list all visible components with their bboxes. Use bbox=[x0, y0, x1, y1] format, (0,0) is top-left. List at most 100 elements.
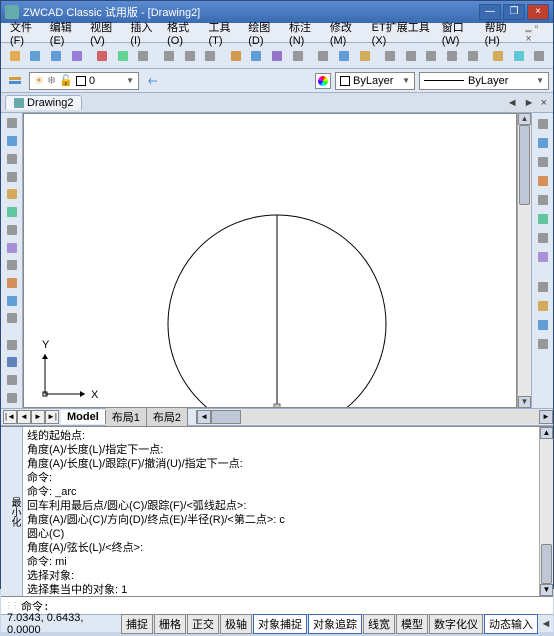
draw-tool-5[interactable] bbox=[3, 204, 21, 221]
draw-tool-0[interactable] bbox=[3, 115, 21, 132]
menu-insert[interactable]: 插入(I) bbox=[125, 17, 162, 49]
modify-tool-0[interactable] bbox=[534, 115, 552, 133]
toolbar-button-7[interactable] bbox=[159, 46, 179, 66]
toolbar-button-9[interactable] bbox=[200, 46, 220, 66]
menu-ext[interactable]: ET扩展工具(X) bbox=[367, 17, 437, 49]
modify-tool-10[interactable] bbox=[534, 316, 552, 334]
layer-prev-button[interactable] bbox=[143, 71, 163, 91]
menu-file[interactable]: 文件(F) bbox=[5, 17, 45, 49]
toolbar-button-3[interactable] bbox=[67, 46, 87, 66]
command-history[interactable]: 线的起始点:角度(A)/长度(L)/指定下一点:角度(A)/长度(L)/跟踪(F… bbox=[23, 427, 539, 596]
menu-modify[interactable]: 修改(M) bbox=[325, 17, 367, 49]
toolbar-button-18[interactable] bbox=[401, 46, 421, 66]
modify-tool-6[interactable] bbox=[534, 229, 552, 247]
draw-tool-14[interactable] bbox=[3, 372, 21, 389]
vscroll-down[interactable]: ▼ bbox=[518, 396, 531, 408]
mtab-next[interactable]: ► bbox=[31, 410, 45, 424]
modify-tool-3[interactable] bbox=[534, 172, 552, 190]
status-模型[interactable]: 模型 bbox=[396, 614, 428, 634]
linetype-select[interactable]: ByLayer▼ bbox=[419, 72, 549, 90]
draw-tool-3[interactable] bbox=[3, 168, 21, 185]
color-swatch[interactable] bbox=[315, 73, 331, 89]
toolbar-button-19[interactable] bbox=[421, 46, 441, 66]
toolbar-button-24[interactable] bbox=[530, 46, 550, 66]
menu-view[interactable]: 视图(V) bbox=[85, 17, 125, 49]
canvas-hscroll[interactable]: ◄ ► bbox=[196, 410, 553, 424]
hscroll-right[interactable]: ► bbox=[539, 410, 553, 424]
modify-tool-4[interactable] bbox=[534, 191, 552, 209]
toolbar-button-15[interactable] bbox=[334, 46, 354, 66]
mtab-first[interactable]: |◄ bbox=[3, 410, 17, 424]
tab-layout1[interactable]: 布局1 bbox=[106, 408, 147, 426]
toolbar-button-2[interactable] bbox=[46, 46, 66, 66]
cmd-grip[interactable]: ⋮⋮ bbox=[5, 601, 21, 610]
toolbar-button-21[interactable] bbox=[463, 46, 483, 66]
toolbar-button-10[interactable] bbox=[226, 46, 246, 66]
menubar-mdi-close[interactable]: ‗ ▫ × bbox=[520, 19, 549, 47]
menu-help[interactable]: 帮助(H) bbox=[480, 17, 521, 49]
color-select[interactable]: ByLayer▼ bbox=[335, 72, 415, 90]
draw-tool-11[interactable] bbox=[3, 310, 21, 327]
cmd-vscroll-thumb[interactable] bbox=[541, 544, 552, 584]
toolbar-button-6[interactable] bbox=[134, 46, 154, 66]
toolbar-button-16[interactable] bbox=[355, 46, 375, 66]
toolbar-button-4[interactable] bbox=[92, 46, 112, 66]
modify-tool-8[interactable] bbox=[534, 278, 552, 296]
draw-tool-13[interactable] bbox=[3, 354, 21, 371]
draw-tool-9[interactable] bbox=[3, 275, 21, 292]
modify-tool-7[interactable] bbox=[534, 248, 552, 266]
status-捕捉[interactable]: 捕捉 bbox=[121, 614, 153, 634]
toolbar-button-12[interactable] bbox=[267, 46, 287, 66]
status-线宽[interactable]: 线宽 bbox=[363, 614, 395, 634]
menu-tools[interactable]: 工具(T) bbox=[203, 17, 243, 49]
modify-tool-9[interactable] bbox=[534, 297, 552, 315]
mtab-prev[interactable]: ◄ bbox=[17, 410, 31, 424]
modify-tool-1[interactable] bbox=[534, 134, 552, 152]
toolbar-button-23[interactable] bbox=[509, 46, 529, 66]
draw-tool-7[interactable] bbox=[3, 239, 21, 256]
tab-layout2[interactable]: 布局2 bbox=[147, 408, 188, 426]
vscroll-up[interactable]: ▲ bbox=[518, 113, 531, 125]
status-动态输入[interactable]: 动态输入 bbox=[484, 614, 538, 634]
command-input[interactable] bbox=[50, 600, 549, 612]
tab-close[interactable]: × bbox=[539, 97, 549, 109]
cmd-vscroll[interactable]: ▲ ▼ bbox=[539, 427, 553, 596]
modify-tool-2[interactable] bbox=[534, 153, 552, 171]
modify-tool-5[interactable] bbox=[534, 210, 552, 228]
menu-draw[interactable]: 绘图(D) bbox=[243, 17, 284, 49]
status-对象追踪[interactable]: 对象追踪 bbox=[308, 614, 362, 634]
status-数字化仪[interactable]: 数字化仪 bbox=[429, 614, 483, 634]
status-栅格[interactable]: 栅格 bbox=[154, 614, 186, 634]
cmd-vscroll-up[interactable]: ▲ bbox=[540, 427, 553, 439]
mtab-last[interactable]: ►| bbox=[45, 410, 59, 424]
status-极轴[interactable]: 极轴 bbox=[220, 614, 252, 634]
toolbar-button-8[interactable] bbox=[180, 46, 200, 66]
toolbar-button-13[interactable] bbox=[288, 46, 308, 66]
toolbar-button-14[interactable] bbox=[313, 46, 333, 66]
layer-manager-button[interactable] bbox=[5, 71, 25, 91]
modify-tool-11[interactable] bbox=[534, 335, 552, 353]
toolbar-button-0[interactable] bbox=[5, 46, 25, 66]
cmd-vscroll-down[interactable]: ▼ bbox=[540, 584, 553, 596]
toolbar-button-22[interactable] bbox=[488, 46, 508, 66]
document-tab-active[interactable]: Drawing2 bbox=[5, 95, 82, 110]
toolbar-button-11[interactable] bbox=[247, 46, 267, 66]
tab-model[interactable]: Model bbox=[61, 410, 106, 424]
toolbar-button-5[interactable] bbox=[113, 46, 133, 66]
drawing-canvas[interactable]: X Y bbox=[23, 113, 517, 408]
draw-tool-12[interactable] bbox=[3, 336, 21, 353]
menu-format[interactable]: 格式(O) bbox=[162, 17, 203, 49]
tab-nav-left[interactable]: ◄ bbox=[505, 97, 520, 109]
vscroll-thumb[interactable] bbox=[519, 125, 530, 205]
draw-tool-2[interactable] bbox=[3, 150, 21, 167]
toolbar-button-1[interactable] bbox=[26, 46, 46, 66]
hscroll-left[interactable]: ◄ bbox=[197, 410, 211, 424]
draw-tool-4[interactable] bbox=[3, 186, 21, 203]
draw-tool-1[interactable] bbox=[3, 133, 21, 150]
draw-tool-8[interactable] bbox=[3, 257, 21, 274]
toolbar-button-20[interactable] bbox=[442, 46, 462, 66]
draw-tool-10[interactable] bbox=[3, 292, 21, 309]
toolbar-button-17[interactable] bbox=[380, 46, 400, 66]
layer-select[interactable]: ☀ ❄ 🔓 0▼ bbox=[29, 72, 139, 90]
canvas-vscroll[interactable]: ▲ ▼ bbox=[517, 113, 531, 408]
